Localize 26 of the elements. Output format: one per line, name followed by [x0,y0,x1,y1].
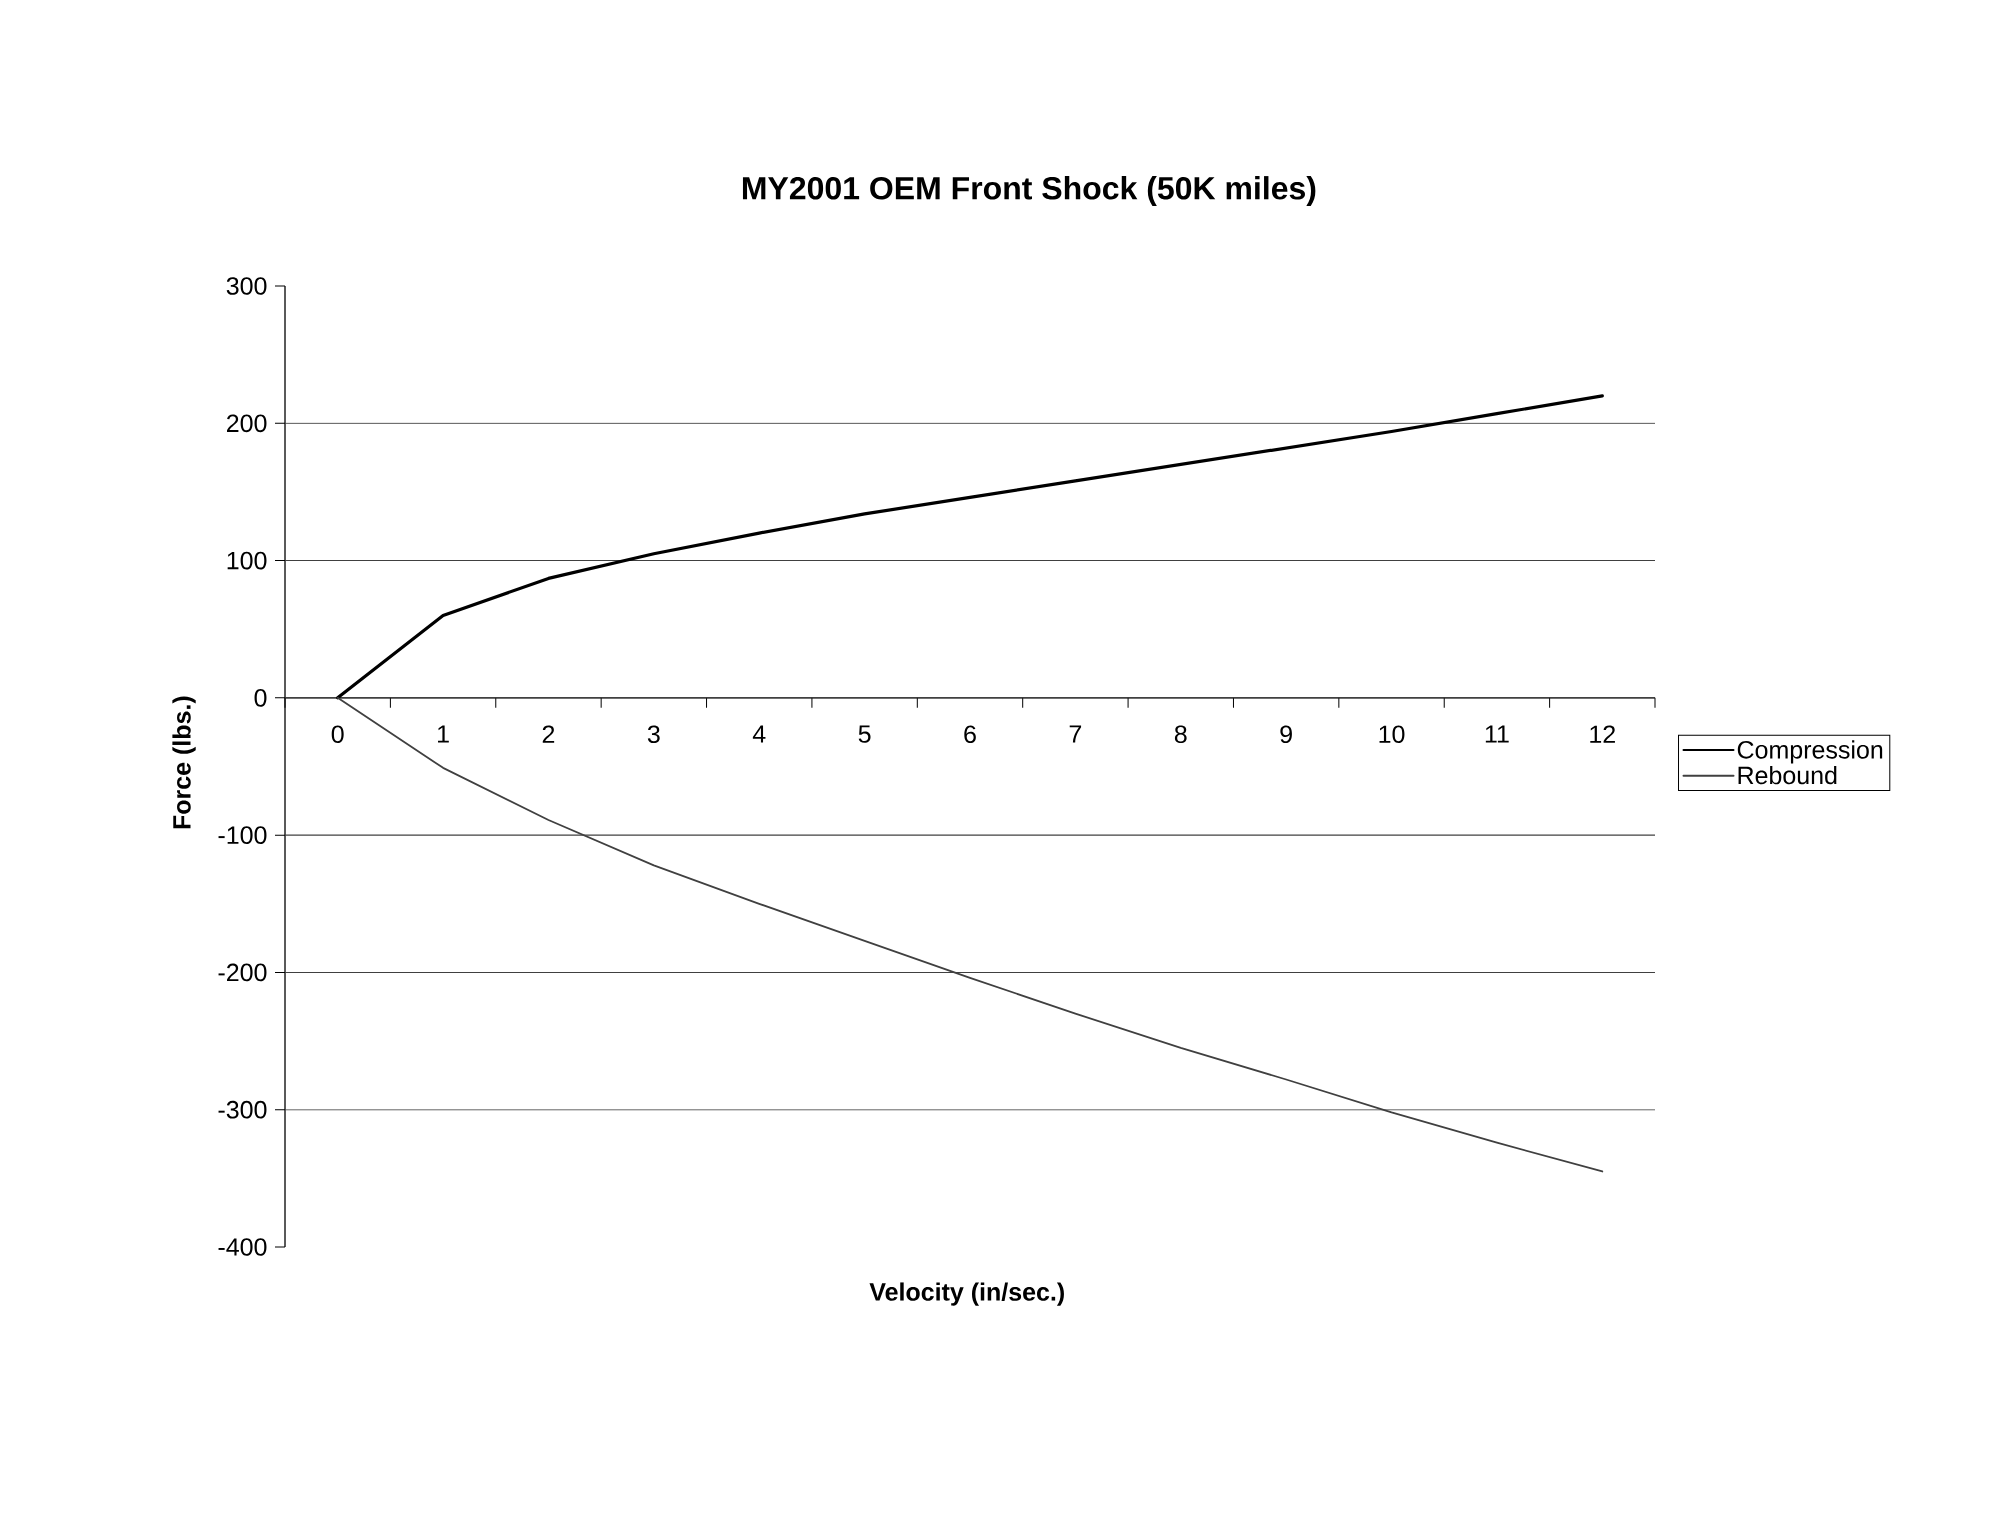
y-tick-label: 300 [226,277,267,295]
y-axis-title: Force (lbs.) [172,696,196,829]
y-tick-label: -400 [218,1238,267,1256]
x-tick-label: 9 [1280,725,1292,744]
x-tick-label: 12 [1590,725,1615,743]
x-tick-label: 7 [1069,725,1082,743]
y-tick-label: -200 [218,963,267,982]
x-tick-label: 0 [331,725,344,744]
x-tick-label: 6 [964,725,976,744]
x-tick-label: 2 [542,725,555,743]
legend-label: Compression [1737,740,1883,764]
x-tick-label: 5 [858,725,871,743]
y-tick-label: 200 [227,414,267,433]
x-tick-label: 11 [1485,725,1509,743]
x-axis-title: Velocity (in/sec.) [869,1282,1064,1306]
x-tick-label: 8 [1174,725,1187,744]
y-tick-label: -100 [218,826,267,844]
chart-title: MY2001 OEM Front Shock (50K miles) [742,176,1316,206]
x-tick-label: 4 [752,725,766,743]
y-tick-label: 100 [227,551,267,570]
x-tick-label: 1 [438,725,449,743]
y-tick-label: 0 [254,689,267,707]
y-tick-label: -300 [218,1100,267,1119]
x-tick-label: 10 [1379,725,1405,744]
legend-label: Rebound [1738,765,1837,785]
x-tick-label: 3 [647,725,660,744]
